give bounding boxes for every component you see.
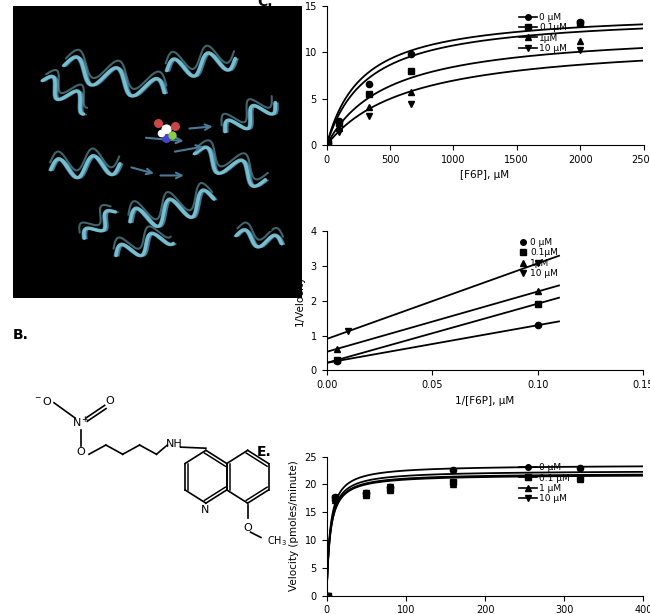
Point xyxy=(170,121,180,131)
Text: O: O xyxy=(76,446,85,457)
Legend: 0 μM, 0.1 μM, 1 μM, 10 μM: 0 μM, 0.1 μM, 1 μM, 10 μM xyxy=(515,460,574,507)
Text: B.: B. xyxy=(13,328,29,343)
Y-axis label: Velocity (pmoles/minute): Velocity (pmoles/minute) xyxy=(289,460,299,591)
X-axis label: [F6P], μM: [F6P], μM xyxy=(460,171,510,181)
X-axis label: 1/[F6P], μM: 1/[F6P], μM xyxy=(456,395,515,406)
Text: O: O xyxy=(105,397,114,406)
Y-axis label: 1/Velocity: 1/Velocity xyxy=(295,275,305,327)
Text: NH: NH xyxy=(166,438,183,449)
Point xyxy=(153,118,163,128)
Legend: 0 μM, 0.1μM, 1μM, 10 μM: 0 μM, 0.1μM, 1μM, 10 μM xyxy=(515,235,562,282)
Text: D.: D. xyxy=(257,220,274,234)
Point xyxy=(161,124,172,134)
Text: A.: A. xyxy=(13,18,29,33)
Point xyxy=(155,128,166,138)
Legend: 0 μM, 0.1μM, 1μM, 10 μM: 0 μM, 0.1μM, 1μM, 10 μM xyxy=(515,9,571,56)
Text: O: O xyxy=(243,523,252,533)
Text: C.: C. xyxy=(257,0,272,9)
Y-axis label: Velocity (pmoles/minute): Velocity (pmoles/minute) xyxy=(289,10,299,141)
Point xyxy=(161,133,172,142)
Text: N$^+$: N$^+$ xyxy=(72,415,89,430)
Point xyxy=(167,130,177,139)
Text: CH$_3$: CH$_3$ xyxy=(267,534,287,548)
Text: N: N xyxy=(200,505,209,515)
Text: E.: E. xyxy=(257,445,272,459)
Text: $^-$O: $^-$O xyxy=(33,395,53,408)
